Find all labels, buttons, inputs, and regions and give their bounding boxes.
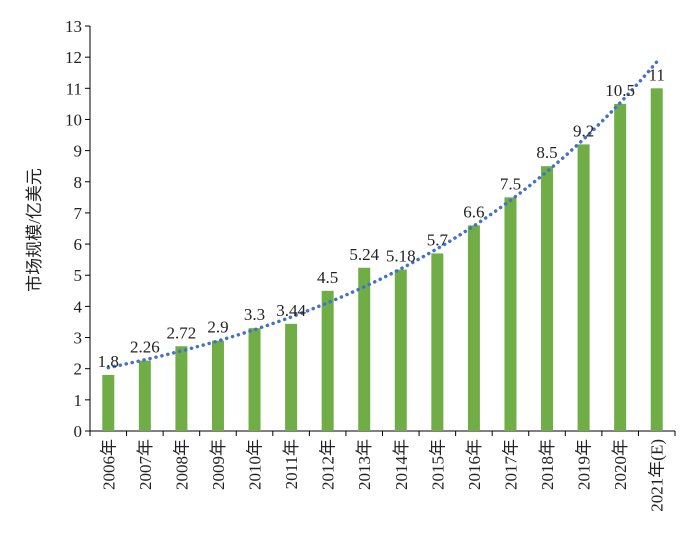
- axes: [89, 26, 676, 436]
- bar: [248, 328, 261, 431]
- bar: [650, 88, 663, 432]
- bar: [102, 374, 115, 431]
- x-tick-label: 2012年: [319, 439, 338, 490]
- y-axis-title-group: 市场规模/亿美元: [25, 168, 44, 292]
- y-tick-label: 4: [74, 297, 83, 316]
- y-tick-label: 10: [65, 110, 82, 129]
- x-tick-label: 2007年: [136, 439, 155, 490]
- x-tick-label: 2019年: [575, 439, 594, 490]
- data-labels: 1.8 2.26 2.72 2.9 3.3 3.44 4.5 5.24 5.18 5.7 6.6 7.…: [98, 65, 665, 371]
- bar: [285, 323, 298, 431]
- x-tick-label: 2017年: [501, 439, 520, 490]
- y-tick-label: 1: [74, 391, 83, 410]
- data-label: 5.7: [427, 230, 449, 249]
- bar: [541, 166, 554, 431]
- bars: [102, 88, 663, 432]
- data-label: 3.3: [244, 305, 265, 324]
- bar: [175, 346, 188, 431]
- x-tick-label: 2016年: [465, 439, 484, 490]
- bar: [504, 197, 517, 431]
- x-tick-label: 2020年: [611, 439, 630, 490]
- x-axis-labels: 2006年 2007年 2008年 2009年 2010年 2011年 2012年 2013年…: [99, 439, 666, 512]
- y-tick-label: 7: [74, 204, 83, 223]
- x-tick-label: 2014年: [392, 439, 411, 490]
- x-tick-label: 2015年: [428, 439, 447, 490]
- y-tick-label: 6: [74, 235, 83, 254]
- data-label: 6.6: [463, 202, 484, 221]
- x-tick-label: 2013年: [355, 439, 374, 490]
- x-tick-label: 2006年: [99, 439, 118, 490]
- data-label: 2.9: [207, 318, 228, 337]
- y-tick-label: 9: [74, 142, 83, 161]
- data-label: 1.8: [98, 352, 119, 371]
- y-tick-label: 3: [74, 329, 83, 348]
- y-tick-label: 0: [74, 422, 83, 441]
- data-label: 2.26: [130, 338, 160, 357]
- bar: [467, 225, 480, 431]
- bar: [358, 267, 371, 431]
- data-label: 11: [649, 65, 665, 84]
- data-label: 5.18: [386, 247, 416, 266]
- y-tick-label: 2: [74, 360, 83, 379]
- trendline-group: [106, 60, 659, 370]
- data-label: 9.2: [573, 121, 594, 140]
- data-label: 8.5: [536, 143, 557, 162]
- y-tick-label: 5: [74, 266, 83, 285]
- bar: [577, 144, 590, 431]
- data-label: 7.5: [500, 174, 521, 193]
- y-axis-title: 市场规模/亿美元: [25, 168, 44, 292]
- data-label: 3.44: [276, 301, 306, 320]
- trendline: [106, 60, 659, 370]
- bar: [394, 269, 407, 431]
- bar: [431, 253, 444, 431]
- y-tick-label: 12: [65, 48, 82, 67]
- x-tick-label: 2009年: [209, 439, 228, 490]
- x-tick-label: 2021年(E): [648, 439, 667, 512]
- bar: [614, 103, 627, 431]
- bar: [211, 340, 224, 431]
- x-tick-label: 2008年: [172, 439, 191, 490]
- y-tick-label: 13: [65, 17, 82, 36]
- x-tick-label: 2011年: [282, 439, 301, 489]
- x-tick-label: 2010年: [246, 439, 265, 490]
- bar: [321, 290, 334, 431]
- data-label: 10.5: [605, 81, 635, 100]
- y-tick-label: 11: [66, 79, 82, 98]
- x-tick-label: 2018年: [538, 439, 557, 490]
- data-label: 5.24: [349, 245, 379, 264]
- data-label: 2.72: [167, 323, 197, 342]
- bar: [138, 360, 151, 431]
- y-tick-label: 8: [74, 173, 83, 192]
- data-label: 4.5: [317, 268, 338, 287]
